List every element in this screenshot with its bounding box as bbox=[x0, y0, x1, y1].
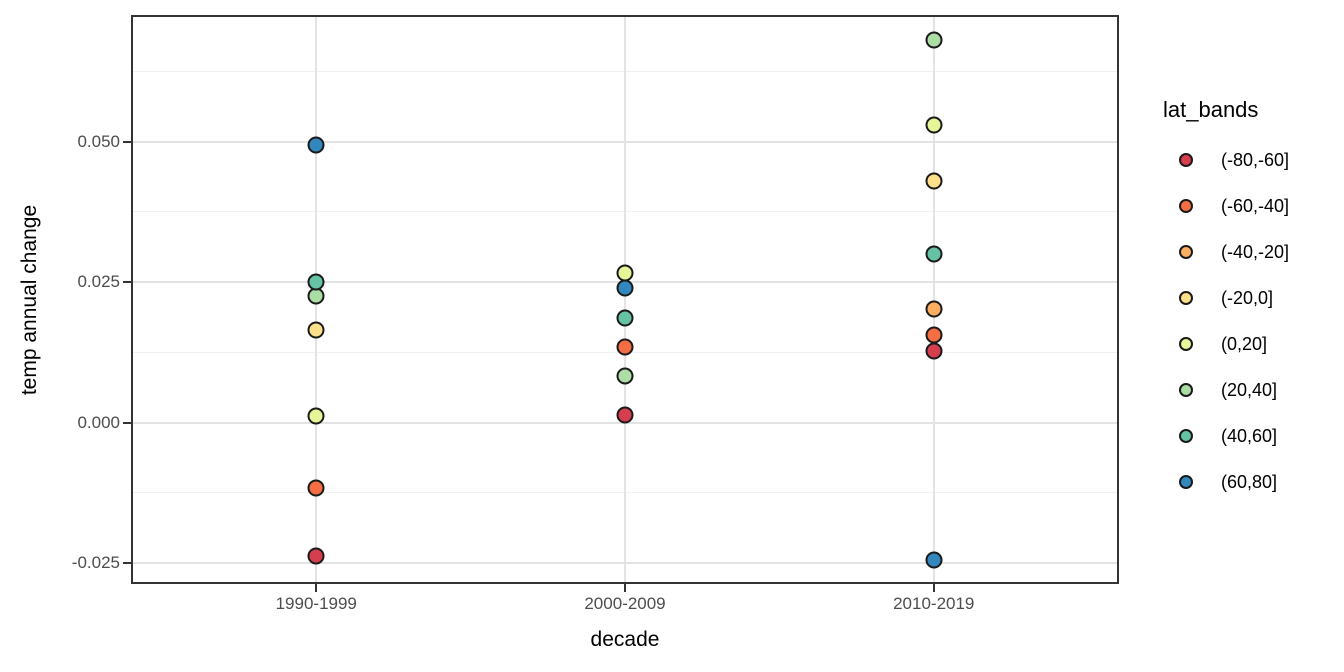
legend-entry: (40,60] bbox=[1179, 424, 1277, 448]
data-point bbox=[616, 367, 634, 385]
x-axis-title: decade bbox=[590, 628, 660, 651]
y-tick-mark bbox=[123, 140, 131, 143]
data-point bbox=[616, 279, 634, 297]
y-tick-label: 0.050 bbox=[77, 131, 120, 151]
x-tick-mark bbox=[624, 584, 626, 592]
y-tick-label: -0.025 bbox=[71, 553, 120, 573]
data-point bbox=[616, 264, 634, 281]
data-point bbox=[925, 245, 943, 263]
data-point bbox=[307, 273, 325, 291]
legend-key-circle bbox=[1179, 153, 1193, 167]
legend-label: (-40,-20] bbox=[1221, 241, 1290, 262]
data-point bbox=[616, 338, 634, 356]
data-point bbox=[925, 551, 943, 569]
data-point bbox=[616, 309, 634, 327]
data-point bbox=[307, 407, 325, 425]
legend-key-circle bbox=[1179, 291, 1193, 305]
data-point bbox=[925, 31, 943, 49]
x-tick-label: 2000-2009 bbox=[584, 594, 666, 613]
legend-label: (-80,-60] bbox=[1221, 149, 1290, 170]
y-axis-title: temp annual change bbox=[18, 204, 41, 395]
legend-label: (40,60] bbox=[1221, 425, 1278, 446]
legend-entry: (-20,0] bbox=[1179, 286, 1273, 310]
data-point bbox=[925, 300, 943, 318]
legend-label: (20,40] bbox=[1221, 379, 1278, 400]
data-point bbox=[925, 116, 943, 134]
x-tick-label: 1990-1999 bbox=[275, 594, 357, 613]
data-point bbox=[307, 479, 325, 497]
legend-entry: (-40,-20] bbox=[1179, 240, 1289, 264]
data-point bbox=[307, 321, 325, 339]
y-tick-mark bbox=[123, 421, 131, 424]
legend-key-circle bbox=[1179, 475, 1193, 489]
legend-key-circle bbox=[1179, 337, 1193, 351]
x-tick-label: 2010-2019 bbox=[893, 594, 975, 613]
data-point bbox=[925, 342, 943, 360]
x-tick-mark bbox=[315, 584, 318, 592]
legend-label: (-20,0] bbox=[1221, 287, 1274, 308]
gridline-vertical-major bbox=[624, 15, 626, 584]
legend-entry: (20,40] bbox=[1179, 378, 1277, 402]
data-point bbox=[307, 547, 325, 565]
y-tick-mark bbox=[123, 281, 131, 284]
legend: lat_bands (-80,-60] (-60,-40] (-40,-20] (-2… bbox=[1150, 0, 1344, 672]
data-point bbox=[307, 136, 325, 154]
legend-entry: (-80,-60] bbox=[1179, 148, 1289, 172]
legend-title: lat_bands bbox=[1163, 97, 1259, 122]
legend-key-circle bbox=[1179, 383, 1193, 397]
data-point bbox=[925, 172, 943, 190]
gridline-vertical-major bbox=[932, 15, 935, 584]
legend-label: (-60,-40] bbox=[1221, 195, 1290, 216]
x-tick-mark bbox=[932, 584, 935, 592]
y-tick-label: 0.000 bbox=[77, 412, 120, 432]
legend-key-circle bbox=[1179, 429, 1193, 443]
legend-label: (60,80] bbox=[1221, 471, 1278, 492]
legend-entry: (0,20] bbox=[1179, 332, 1267, 356]
legend-entry: (-60,-40] bbox=[1179, 194, 1289, 218]
data-point bbox=[925, 326, 943, 344]
legend-key-circle bbox=[1179, 199, 1193, 213]
legend-label: (0,20] bbox=[1221, 333, 1268, 354]
legend-entry: (60,80] bbox=[1179, 470, 1277, 494]
data-point bbox=[616, 406, 634, 424]
legend-key-circle bbox=[1179, 245, 1193, 259]
y-tick-mark bbox=[123, 562, 131, 565]
plot-panel bbox=[131, 15, 1119, 584]
y-tick-label: 0.025 bbox=[77, 272, 120, 292]
